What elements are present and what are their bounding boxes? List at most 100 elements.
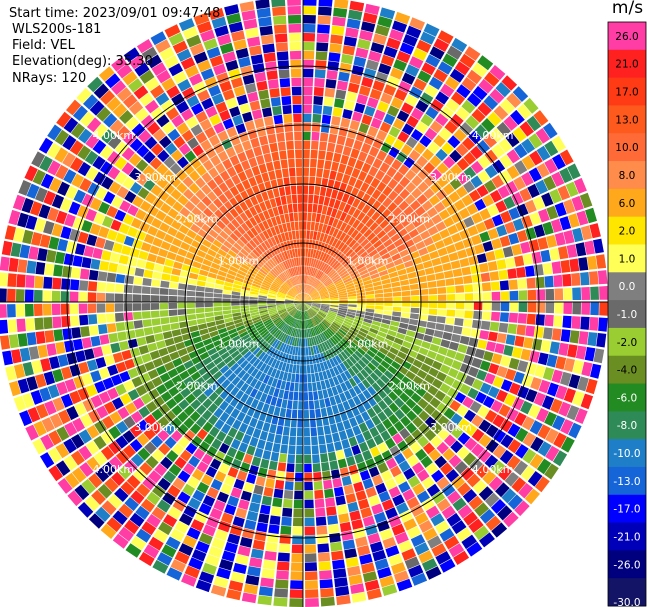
velocity-gate bbox=[433, 38, 450, 52]
velocity-gate bbox=[186, 302, 195, 309]
velocity-gate bbox=[51, 223, 64, 237]
velocity-gate bbox=[323, 254, 330, 263]
velocity-gate bbox=[170, 430, 183, 442]
velocity-gate bbox=[303, 302, 311, 307]
velocity-gate bbox=[213, 407, 224, 419]
velocity-gate bbox=[294, 131, 302, 141]
velocity-gate bbox=[88, 269, 99, 281]
velocity-gate bbox=[264, 277, 273, 284]
velocity-gate bbox=[303, 302, 306, 311]
velocity-gate bbox=[263, 364, 271, 374]
velocity-gate bbox=[341, 475, 352, 486]
velocity-gate bbox=[253, 484, 264, 495]
velocity-gate bbox=[388, 126, 401, 138]
velocity-gate bbox=[431, 491, 446, 505]
velocity-gate bbox=[169, 281, 179, 289]
velocity-gate bbox=[512, 218, 525, 231]
velocity-gate bbox=[474, 348, 485, 359]
velocity-gate bbox=[401, 72, 416, 85]
velocity-gate bbox=[249, 417, 258, 428]
velocity-gate bbox=[311, 295, 320, 299]
velocity-gate bbox=[380, 54, 395, 67]
velocity-gate bbox=[273, 597, 288, 607]
velocity-gate bbox=[81, 257, 92, 269]
velocity-gate bbox=[337, 313, 346, 318]
colorbar-swatch bbox=[608, 22, 646, 51]
velocity-gate bbox=[199, 351, 210, 361]
velocity-gate bbox=[93, 212, 106, 225]
velocity-gate bbox=[236, 239, 246, 248]
velocity-gate bbox=[267, 296, 276, 300]
velocity-gate bbox=[358, 441, 369, 453]
velocity-gate bbox=[509, 382, 521, 396]
velocity-gate bbox=[58, 409, 71, 425]
velocity-gate bbox=[265, 394, 273, 405]
velocity-gate bbox=[60, 226, 72, 240]
velocity-gate bbox=[201, 184, 212, 195]
velocity-gate bbox=[250, 311, 260, 316]
velocity-gate bbox=[305, 580, 318, 590]
velocity-gate bbox=[303, 302, 305, 311]
velocity-gate bbox=[202, 338, 213, 346]
velocity-gate bbox=[286, 305, 295, 309]
velocity-gate bbox=[123, 284, 133, 294]
velocity-gate bbox=[394, 11, 411, 25]
velocity-gate bbox=[138, 129, 152, 144]
velocity-gate bbox=[348, 436, 358, 447]
velocity-gate bbox=[276, 178, 284, 188]
velocity-gate bbox=[351, 444, 361, 456]
velocity-gate bbox=[321, 224, 328, 234]
velocity-gate bbox=[80, 413, 93, 428]
velocity-gate bbox=[533, 264, 544, 276]
velocity-gate bbox=[327, 313, 336, 319]
velocity-gate bbox=[78, 303, 88, 314]
velocity-gate bbox=[274, 360, 281, 369]
velocity-gate bbox=[307, 276, 312, 285]
velocity-gate bbox=[293, 122, 302, 132]
velocity-gate bbox=[184, 65, 199, 78]
velocity-gate bbox=[514, 335, 525, 347]
velocity-gate bbox=[171, 404, 183, 416]
velocity-gate bbox=[312, 302, 321, 304]
velocity-gate bbox=[190, 371, 201, 382]
velocity-gate bbox=[464, 46, 481, 61]
velocity-gate bbox=[233, 366, 243, 376]
velocity-gate bbox=[288, 23, 301, 33]
velocity-gate bbox=[365, 334, 375, 342]
velocity-gate bbox=[199, 382, 210, 392]
velocity-gate bbox=[141, 303, 151, 311]
velocity-gate bbox=[218, 462, 230, 475]
velocity-gate bbox=[292, 364, 297, 374]
velocity-gate bbox=[453, 199, 466, 211]
velocity-gate bbox=[290, 418, 297, 428]
velocity-gate bbox=[234, 276, 244, 283]
velocity-gate bbox=[311, 278, 317, 286]
velocity-gate bbox=[332, 345, 340, 355]
velocity-gate bbox=[214, 450, 226, 462]
velocity-gate bbox=[306, 329, 309, 338]
velocity-gate bbox=[471, 234, 482, 246]
velocity-gate bbox=[355, 313, 365, 318]
velocity-gate bbox=[393, 296, 402, 302]
velocity-gate bbox=[159, 303, 169, 310]
velocity-gate bbox=[289, 345, 294, 355]
velocity-gate bbox=[70, 315, 80, 327]
velocity-gate bbox=[303, 293, 305, 302]
velocity-gate bbox=[268, 289, 278, 294]
velocity-gate bbox=[339, 222, 348, 232]
velocity-gate bbox=[225, 253, 235, 262]
velocity-gate bbox=[410, 162, 423, 175]
velocity-gate bbox=[254, 224, 262, 234]
colorbar-swatch bbox=[608, 578, 646, 607]
velocity-gate bbox=[136, 259, 147, 269]
velocity-gate bbox=[270, 97, 281, 107]
velocity-gate bbox=[249, 307, 259, 311]
velocity-gate bbox=[511, 477, 527, 493]
velocity-gate bbox=[448, 543, 465, 558]
velocity-gate bbox=[411, 295, 420, 302]
velocity-gate bbox=[232, 419, 242, 430]
velocity-gate bbox=[335, 586, 350, 597]
velocity-gate bbox=[458, 207, 471, 220]
velocity-gate bbox=[162, 331, 173, 340]
